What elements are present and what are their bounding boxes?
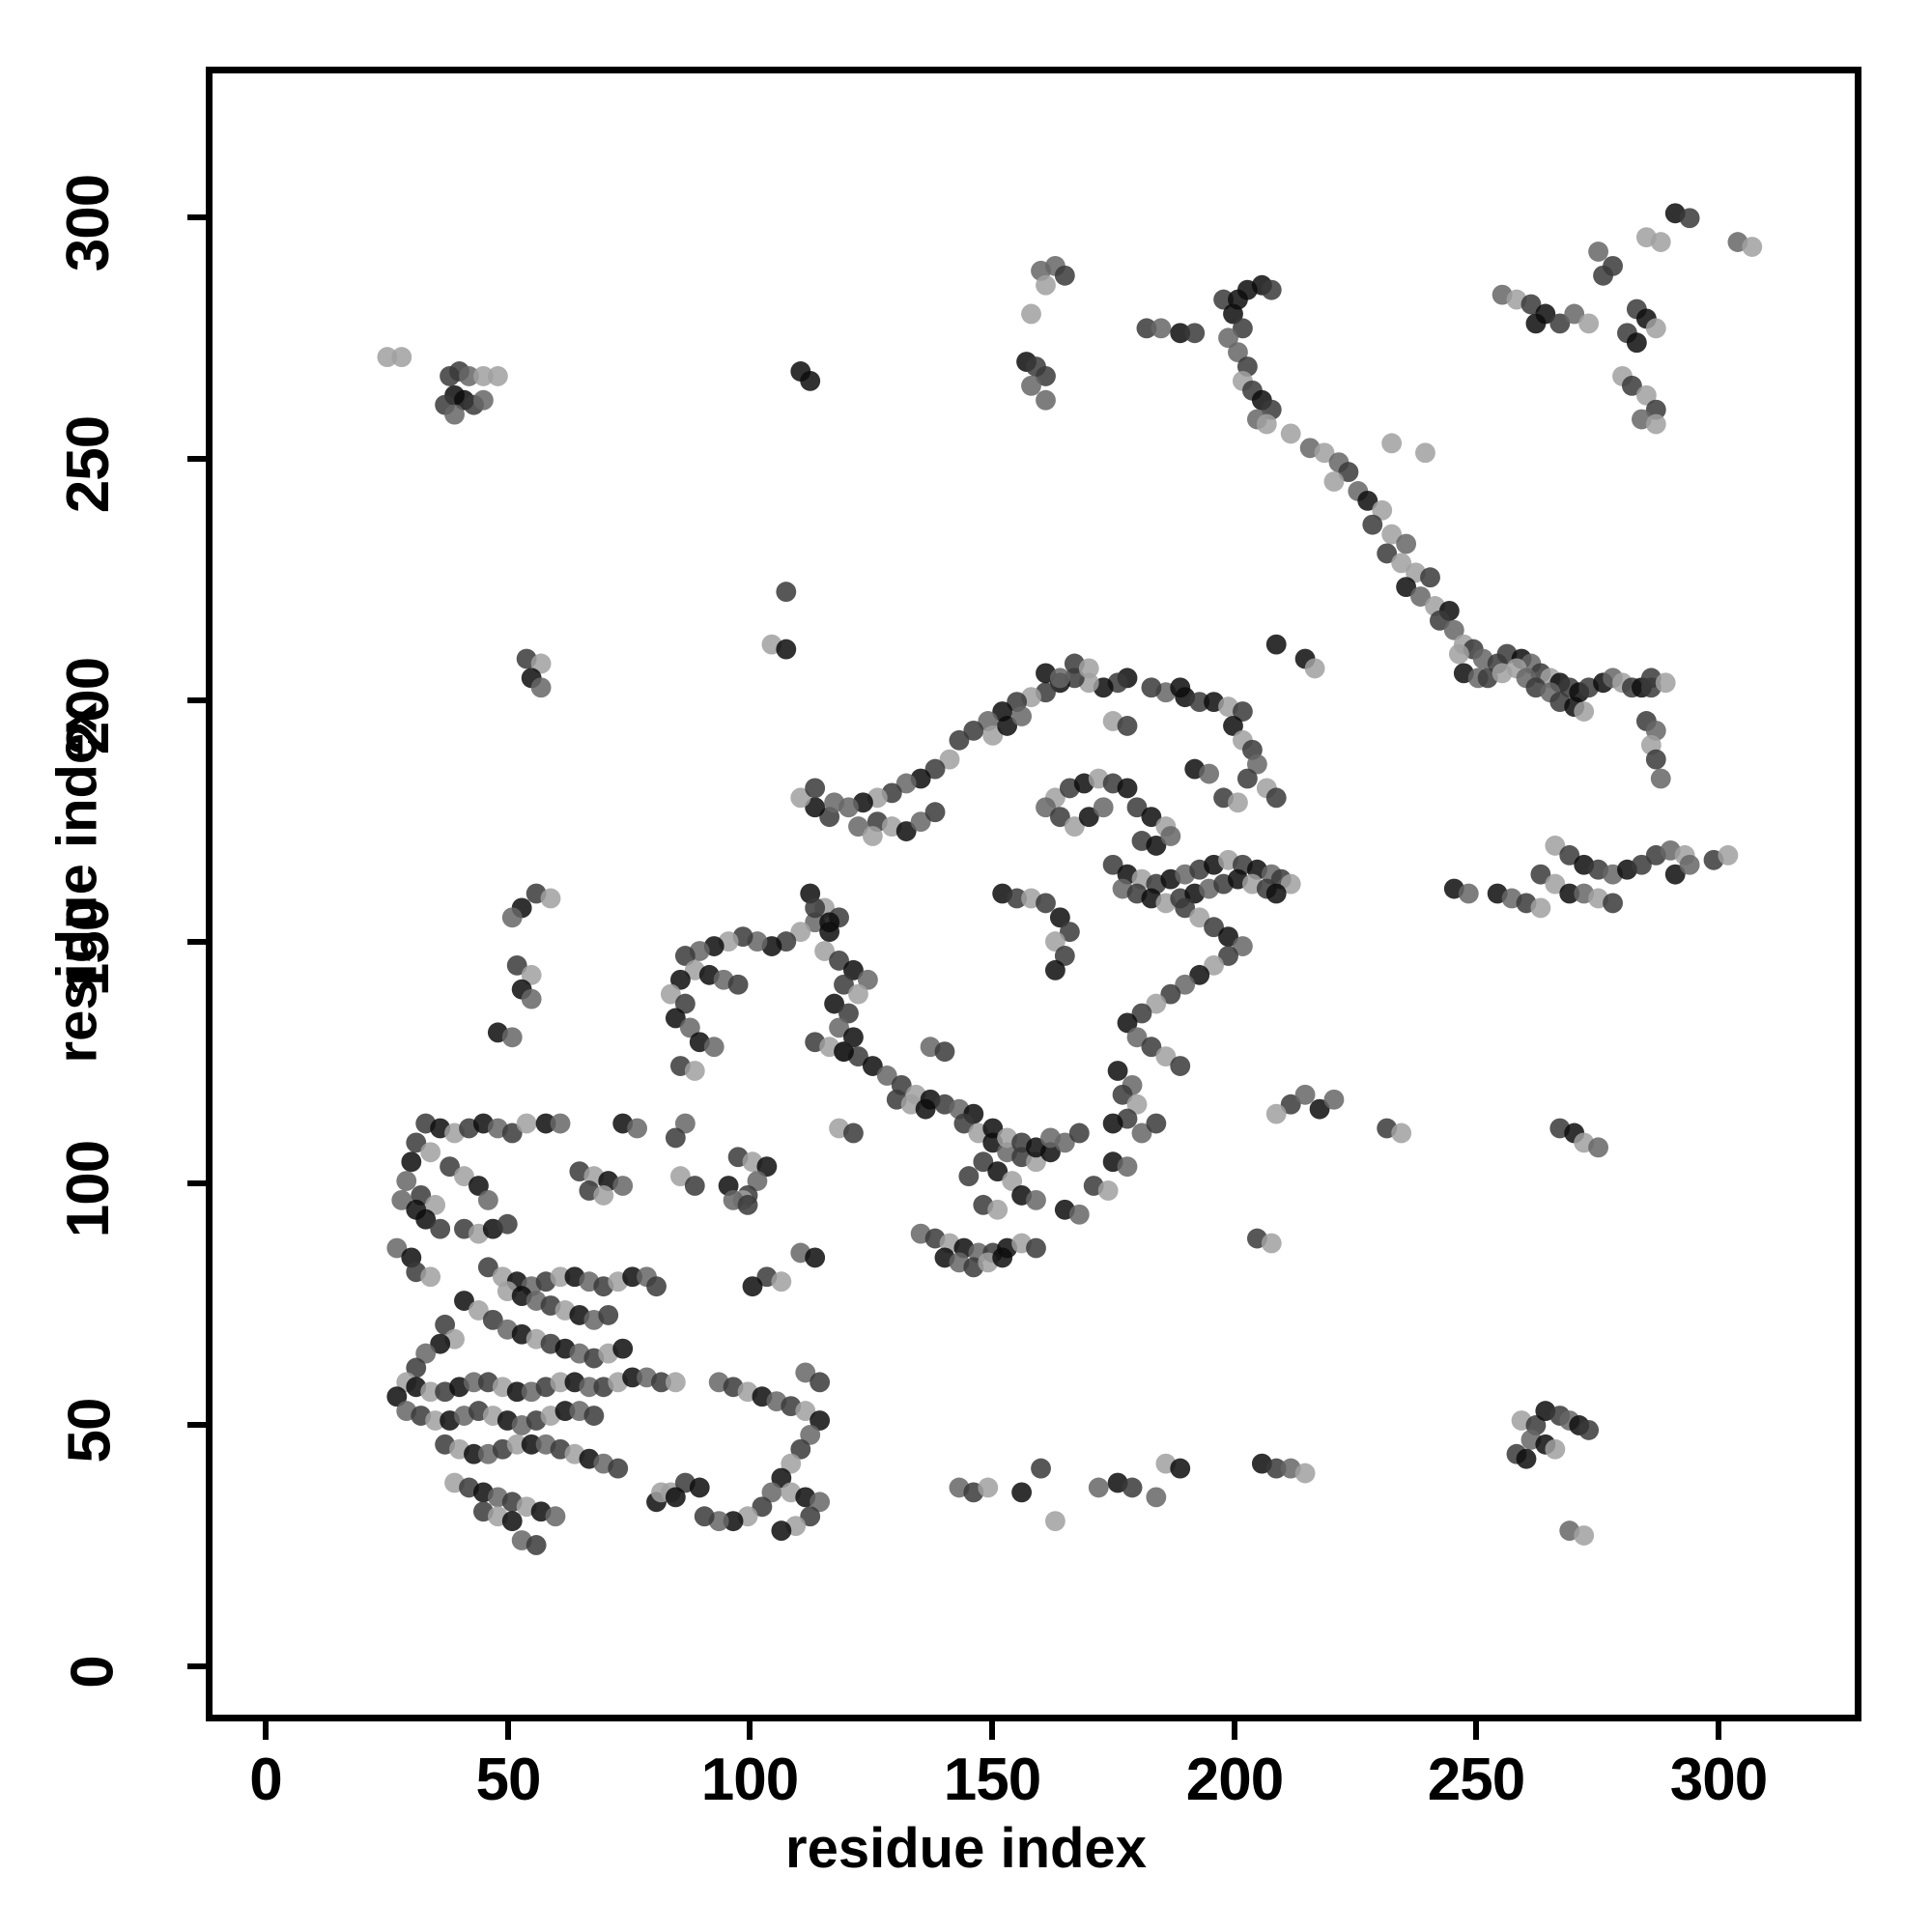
x-tick-0 (263, 1721, 269, 1740)
y-tick-3 (187, 939, 206, 945)
x-tick-1 (505, 1721, 511, 1740)
scatter-points-layer (213, 73, 1855, 1715)
x-tick-label-2: 100 (700, 1747, 799, 1813)
y-tick-0 (187, 1663, 206, 1669)
x-tick-5 (1473, 1721, 1479, 1740)
y-tick-6 (187, 214, 206, 220)
y-axis-title-wrapper: residue index (0, 702, 1043, 1064)
x-tick-label-6: 300 (1669, 1747, 1768, 1813)
y-tick-5 (187, 456, 206, 462)
x-tick-4 (1232, 1721, 1237, 1740)
y-axis-title: residue index (45, 701, 109, 1064)
y-tick-1 (187, 1422, 206, 1428)
plot-area (206, 67, 1861, 1721)
x-axis-title: residue index (785, 1817, 1147, 1880)
scatter-svg (377, 203, 1763, 1555)
x-tick-label-4: 200 (1185, 1747, 1284, 1813)
x-tick-label-5: 250 (1427, 1747, 1525, 1813)
x-tick-3 (989, 1721, 995, 1740)
y-tick-2 (187, 1180, 206, 1186)
y-tick-4 (187, 697, 206, 703)
x-tick-label-1: 50 (475, 1747, 542, 1813)
x-tick-6 (1716, 1721, 1721, 1740)
x-tick-2 (747, 1721, 753, 1740)
x-tick-label-3: 150 (943, 1747, 1041, 1813)
x-tick-label-0: 0 (249, 1747, 282, 1813)
